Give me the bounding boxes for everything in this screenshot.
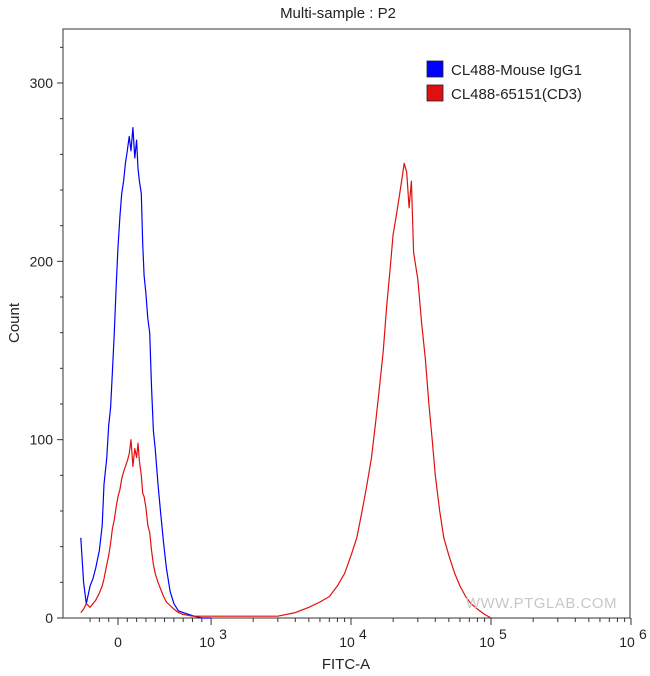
series-layer xyxy=(80,126,492,619)
x-tick-label: 0 xyxy=(114,634,122,650)
y-tick-label: 200 xyxy=(30,253,54,269)
legend-label-isotype: CL488-Mouse IgG1 xyxy=(451,62,582,79)
x-tick-label: 10 xyxy=(479,634,495,650)
y-tick-label: 0 xyxy=(45,610,53,626)
legend: CL488-Mouse IgG1 CL488-65151(CD3) xyxy=(426,60,582,103)
x-tick-exponent: 6 xyxy=(639,626,647,642)
legend-swatch-cd3 xyxy=(426,84,444,102)
x-tick-exponent: 3 xyxy=(219,626,227,642)
watermark-text: WWW.PTGLAB.COM xyxy=(466,595,617,612)
series-line-isotype xyxy=(80,126,212,619)
legend-label-cd3: CL488-65151(CD3) xyxy=(451,86,582,103)
y-tick-label: 100 xyxy=(30,432,54,448)
y-tick-label: 300 xyxy=(30,75,54,91)
x-tick-exponent: 5 xyxy=(499,626,507,642)
x-tick-label: 10 xyxy=(619,634,635,650)
y-axis-label: Count xyxy=(6,302,23,343)
series-line-cd3 xyxy=(80,162,492,619)
chart-title: Multi-sample : P2 xyxy=(280,5,396,22)
legend-swatch-isotype xyxy=(426,60,444,78)
plot-frame xyxy=(62,28,631,619)
x-axis-label: FITC-A xyxy=(322,656,370,673)
x-tick-label: 10 xyxy=(199,634,215,650)
x-tick-label: 10 xyxy=(339,634,355,650)
x-tick-exponent: 4 xyxy=(359,626,367,642)
